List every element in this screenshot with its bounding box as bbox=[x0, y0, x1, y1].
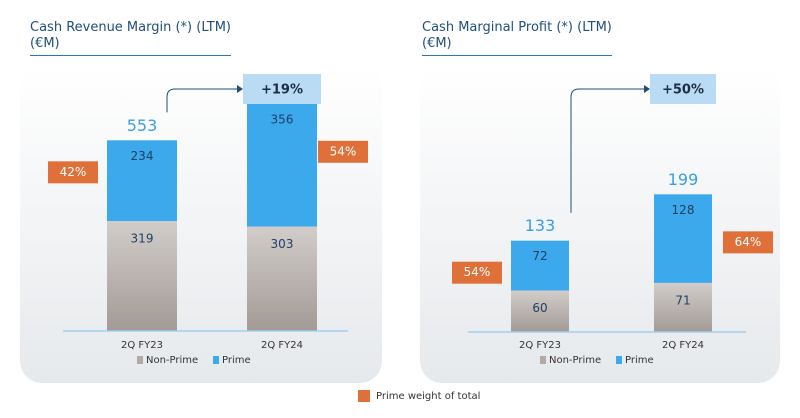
growth-value: +19% bbox=[261, 83, 303, 98]
legend-label-prime: Prime bbox=[625, 355, 654, 366]
growth-box bbox=[243, 74, 321, 104]
legend-swatch-prime bbox=[616, 356, 622, 364]
category-label: 2Q FY24 bbox=[261, 340, 303, 351]
growth-arrowhead bbox=[237, 85, 243, 93]
legend-label-non-prime: Non-Prime bbox=[146, 355, 198, 366]
non-prime-value-label: 71 bbox=[675, 293, 690, 307]
chart-title-cash-revenue-margin: Cash Revenue Margin (*) (LTM) (€M) bbox=[30, 20, 231, 56]
growth-value: +50% bbox=[662, 83, 704, 98]
prime-weight-legend: Prime weight of total bbox=[358, 390, 480, 402]
prime-weight-value: 54% bbox=[330, 144, 357, 158]
bar-non-prime bbox=[247, 226, 317, 331]
bar-non-prime bbox=[511, 290, 569, 332]
chart-title-cash-marginal-profit: Cash Marginal Profit (*) (LTM) (€M) bbox=[422, 20, 612, 56]
chart-subtitle-line: (€M) bbox=[422, 36, 452, 51]
category-label: 2Q FY23 bbox=[121, 340, 163, 351]
prime-weight-box bbox=[318, 140, 368, 163]
prime-weight-box bbox=[723, 231, 773, 254]
prime-weight-value: 42% bbox=[60, 165, 87, 179]
bar-prime bbox=[511, 240, 569, 291]
category-label: 2Q FY24 bbox=[662, 340, 704, 351]
legend-swatch-non-prime bbox=[540, 356, 546, 364]
growth-arrow bbox=[166, 88, 237, 113]
prime-weight-swatch bbox=[358, 390, 370, 402]
category-label: 2Q FY23 bbox=[519, 340, 561, 351]
prime-value-label: 128 bbox=[672, 203, 695, 217]
prime-weight-label: Prime weight of total bbox=[376, 390, 481, 402]
growth-arrowhead bbox=[644, 85, 650, 93]
chart-panel-left bbox=[20, 65, 382, 383]
bar-non-prime bbox=[107, 221, 177, 331]
growth-arrow bbox=[570, 88, 644, 213]
non-prime-value-label: 60 bbox=[532, 301, 547, 315]
legend-swatch-prime bbox=[213, 356, 219, 364]
bar-prime bbox=[654, 194, 712, 283]
chart-title-line: Cash Marginal Profit (*) (LTM) bbox=[422, 20, 612, 35]
bar-prime bbox=[247, 103, 317, 227]
legend-label-prime: Prime bbox=[222, 355, 251, 366]
bar-non-prime bbox=[654, 282, 712, 332]
non-prime-value-label: 303 bbox=[271, 237, 294, 251]
bar-prime bbox=[107, 140, 177, 222]
prime-weight-value: 64% bbox=[735, 235, 762, 249]
legend-label-non-prime: Non-Prime bbox=[549, 355, 601, 366]
growth-box bbox=[650, 74, 716, 104]
prime-weight-value: 54% bbox=[464, 265, 491, 279]
chart-title-line: Cash Revenue Margin (*) (LTM) bbox=[30, 20, 231, 35]
prime-value-label: 234 bbox=[131, 149, 154, 163]
non-prime-value-label: 319 bbox=[131, 232, 154, 246]
total-value-label: 553 bbox=[127, 116, 158, 135]
total-value-label: 133 bbox=[525, 216, 556, 235]
chart-subtitle-line: (€M) bbox=[30, 36, 60, 51]
prime-weight-box bbox=[452, 261, 502, 284]
prime-value-label: 356 bbox=[271, 112, 294, 126]
legend-swatch-non-prime bbox=[137, 356, 143, 364]
total-value-label: 199 bbox=[668, 170, 699, 189]
chart-panel-right bbox=[420, 65, 780, 383]
prime-value-label: 72 bbox=[532, 249, 547, 263]
prime-weight-box bbox=[48, 161, 98, 184]
